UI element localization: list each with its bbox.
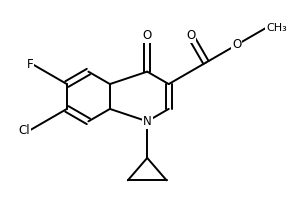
Text: N: N [143,115,152,128]
Text: F: F [27,58,33,71]
Text: O: O [143,28,152,42]
Text: O: O [186,29,195,42]
Text: Cl: Cl [18,124,30,137]
Text: O: O [232,38,241,51]
Text: CH₃: CH₃ [266,23,287,33]
